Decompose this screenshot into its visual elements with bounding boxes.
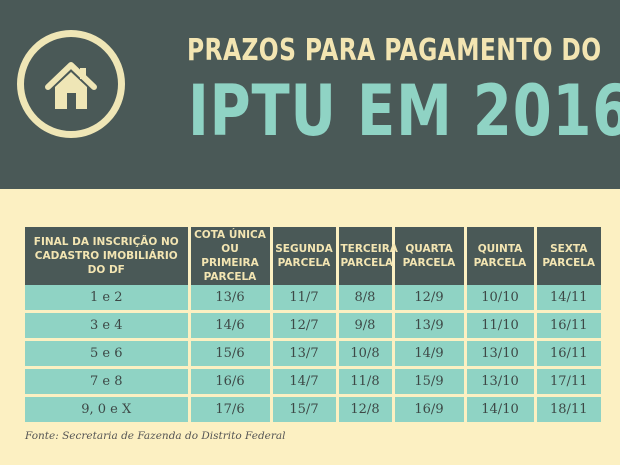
table-row: 3 e 4 14/6 12/7 9/8 13/9 11/10 16/11 (25, 310, 601, 340)
column-header: Sexta parcela (533, 227, 601, 285)
table-cell: 16/11 (533, 310, 601, 340)
table-cell: 9/8 (335, 310, 393, 340)
table-cell: 11/10 (463, 310, 535, 340)
table-row: 7 e 8 16/6 14/7 11/8 15/9 13/10 17/11 (25, 366, 601, 396)
column-header: Terceira parcela (335, 227, 398, 285)
table-cell: 8/8 (335, 285, 393, 312)
table-cell: 10/8 (335, 338, 393, 368)
table-header-row: Final da inscrição no cadastro imobiliár… (25, 227, 601, 285)
table-cell: 13/10 (463, 338, 535, 368)
column-header: Cota única ou primeira parcela (187, 227, 271, 285)
title-line-2: IPTU EM 2016 (188, 70, 620, 152)
table-cell: 14/9 (391, 338, 465, 368)
table-cell: 11/8 (335, 366, 393, 396)
table-cell: 12/7 (269, 310, 337, 340)
table-cell: 13/7 (269, 338, 337, 368)
table-row: 1 e 2 13/6 11/7 8/8 12/9 10/10 14/11 (25, 285, 601, 312)
table-cell: 17/11 (533, 366, 601, 396)
table-cell: 10/10 (463, 285, 535, 312)
table-cell: 15/9 (391, 366, 465, 396)
table-cell: 13/6 (187, 285, 271, 312)
header-banner: PRAZOS PARA PAGAMENTO DO IPTU EM 2016 (0, 0, 620, 189)
table-row: 5 e 6 15/6 13/7 10/8 14/9 13/10 16/11 (25, 338, 601, 368)
table-cell: 13/10 (463, 366, 535, 396)
source-note: Fonte: Secretaria de Fazenda do Distrito… (25, 430, 286, 442)
table-cell: 15/6 (187, 338, 271, 368)
column-header: Final da inscrição no cadastro imobiliár… (25, 227, 189, 285)
house-icon (45, 62, 97, 109)
table-cell: 14/7 (269, 366, 337, 396)
table-cell: 14/6 (187, 310, 271, 340)
table-cell: 11/7 (269, 285, 337, 312)
column-header: Quarta parcela (391, 227, 465, 285)
column-header: Quinta parcela (463, 227, 535, 285)
table-cell: 15/7 (269, 394, 337, 422)
table-cell: 16/9 (391, 394, 465, 422)
table-cell: 12/8 (335, 394, 393, 422)
table-cell: 13/9 (391, 310, 465, 340)
table-cell: 1 e 2 (25, 285, 189, 312)
table-cell: 18/11 (533, 394, 601, 422)
table-cell: 12/9 (391, 285, 465, 312)
schedule-table: Final da inscrição no cadastro imobiliár… (25, 227, 601, 422)
table-cell: 5 e 6 (25, 338, 189, 368)
house-emblem (17, 30, 125, 138)
title-line-1: PRAZOS PARA PAGAMENTO DO (187, 33, 602, 68)
table-cell: 14/11 (533, 285, 601, 312)
table-cell: 9, 0 e X (25, 394, 189, 422)
table-cell: 16/6 (187, 366, 271, 396)
table-cell: 16/11 (533, 338, 601, 368)
column-header: Segunda parcela (269, 227, 337, 285)
table-cell: 17/6 (187, 394, 271, 422)
table-cell: 14/10 (463, 394, 535, 422)
table-cell: 7 e 8 (25, 366, 189, 396)
table-cell: 3 e 4 (25, 310, 189, 340)
table-row: 9, 0 e X 17/6 15/7 12/8 16/9 14/10 18/11 (25, 394, 601, 422)
